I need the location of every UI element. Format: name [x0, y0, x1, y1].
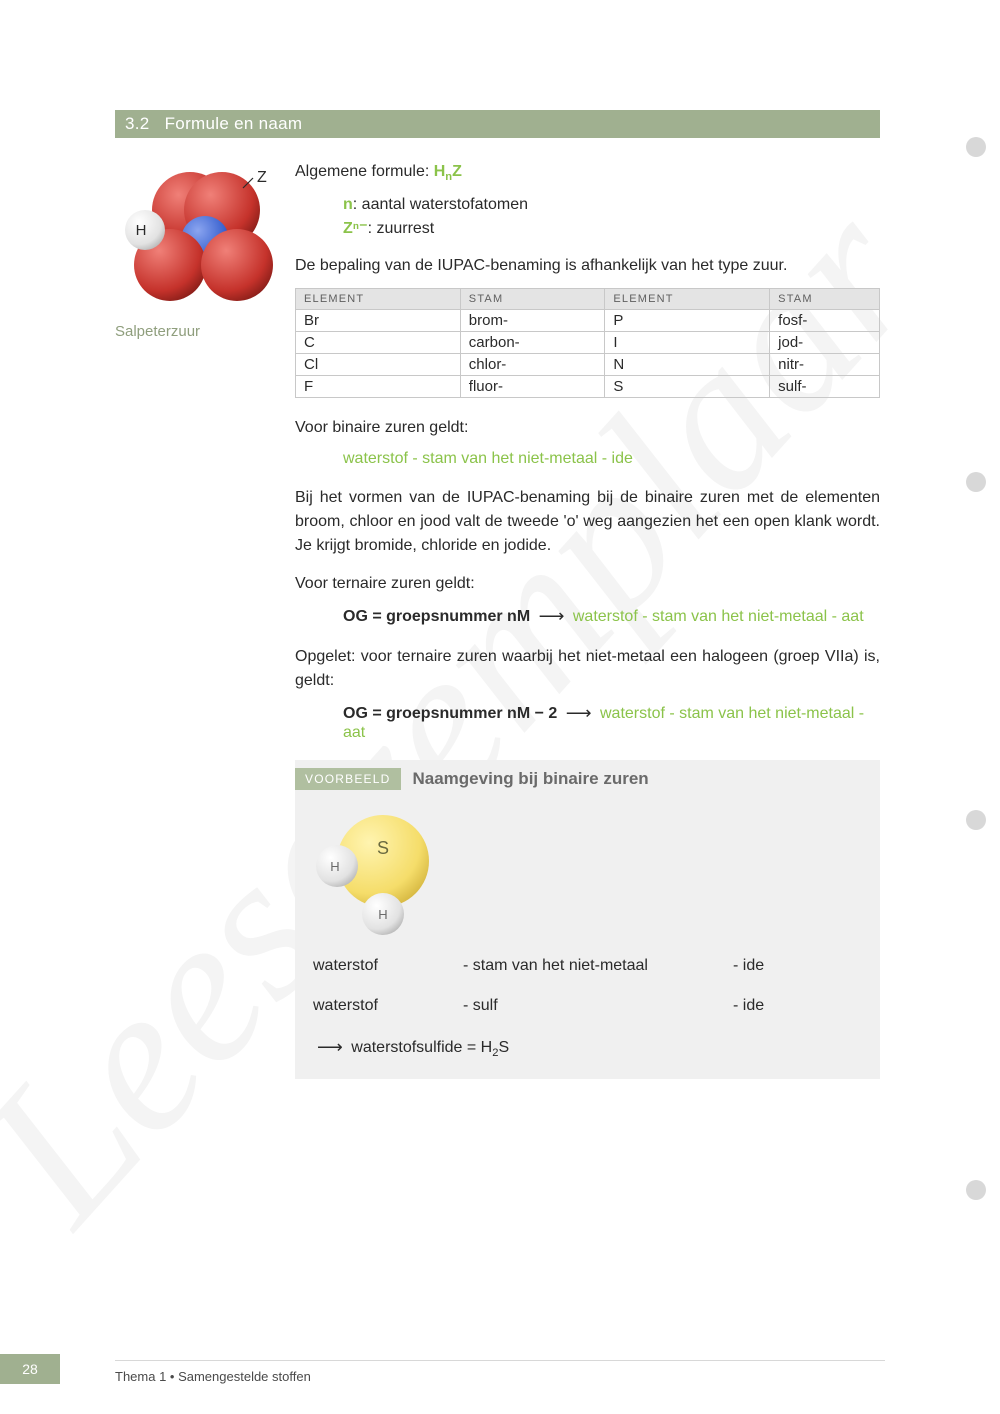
table-row: Ccarbon-Ijod- [296, 331, 880, 353]
molecule-caption: Salpeterzuur [115, 323, 275, 340]
svg-text:S: S [377, 838, 389, 858]
ternary-warn: Opgelet: voor ternaire zuren waarbij het… [295, 645, 880, 693]
example-cell: - sulf [463, 997, 733, 1015]
section-header: 3.2 Formule en naam [115, 110, 880, 138]
example-cell: waterstof [313, 957, 463, 975]
table-row: Brbrom-Pfosf- [296, 309, 880, 331]
svg-text:Z: Z [257, 169, 267, 186]
ternary-rule-2: OG = groepsnummer nM − 2 ⟶ waterstof - s… [343, 703, 880, 742]
table-header: ELEMENT [605, 288, 770, 309]
svg-text:H: H [378, 907, 387, 922]
general-formula: Algemene formule: HnZ [295, 160, 880, 186]
example-cell: waterstof [313, 997, 463, 1015]
molecule-salpeterzuur: Z H [115, 160, 275, 310]
section-title: Formule en naam [165, 114, 303, 133]
example-cell: - ide [733, 997, 862, 1015]
section-number: 3.2 [125, 114, 150, 133]
voorbeeld-result: ⟶ waterstofsulfide = H2S [313, 1037, 862, 1059]
table-header: STAM [770, 288, 880, 309]
formula-line-z: Zⁿ⁻: zuurrest [295, 218, 880, 238]
voorbeeld-box: VOORBEELD Naamgeving bij binaire zuren [295, 760, 880, 1079]
binary-note: Bij het vormen van de IUPAC-benaming bij… [295, 486, 880, 558]
formula-line-n: n: aantal waterstofatomen [295, 196, 880, 214]
intro-paragraph: De bepaling van de IUPAC-benaming is afh… [295, 254, 880, 278]
element-stam-table: ELEMENTSTAMELEMENTSTAM Brbrom-Pfosf-Ccar… [295, 288, 880, 398]
ternary-rule: OG = groepsnummer nM ⟶ waterstof - stam … [343, 606, 880, 627]
molecule-h2s: S H H [313, 806, 443, 936]
binary-intro: Voor binaire zuren geldt: [295, 416, 880, 440]
example-cell: - ide [733, 957, 862, 975]
table-row: Ffluor-Ssulf- [296, 375, 880, 397]
ternary-intro: Voor ternaire zuren geldt: [295, 572, 880, 596]
table-row: Clchlor-Nnitr- [296, 353, 880, 375]
svg-text:H: H [136, 222, 147, 239]
voorbeeld-title: Naamgeving bij binaire zuren [413, 769, 649, 789]
svg-text:H: H [330, 859, 339, 874]
table-header: ELEMENT [296, 288, 461, 309]
binary-rule: waterstof - stam van het niet-metaal - i… [343, 450, 880, 468]
voorbeeld-tab: VOORBEELD [295, 768, 401, 790]
table-header: STAM [460, 288, 605, 309]
example-cell: - stam van het niet-metaal [463, 957, 733, 975]
